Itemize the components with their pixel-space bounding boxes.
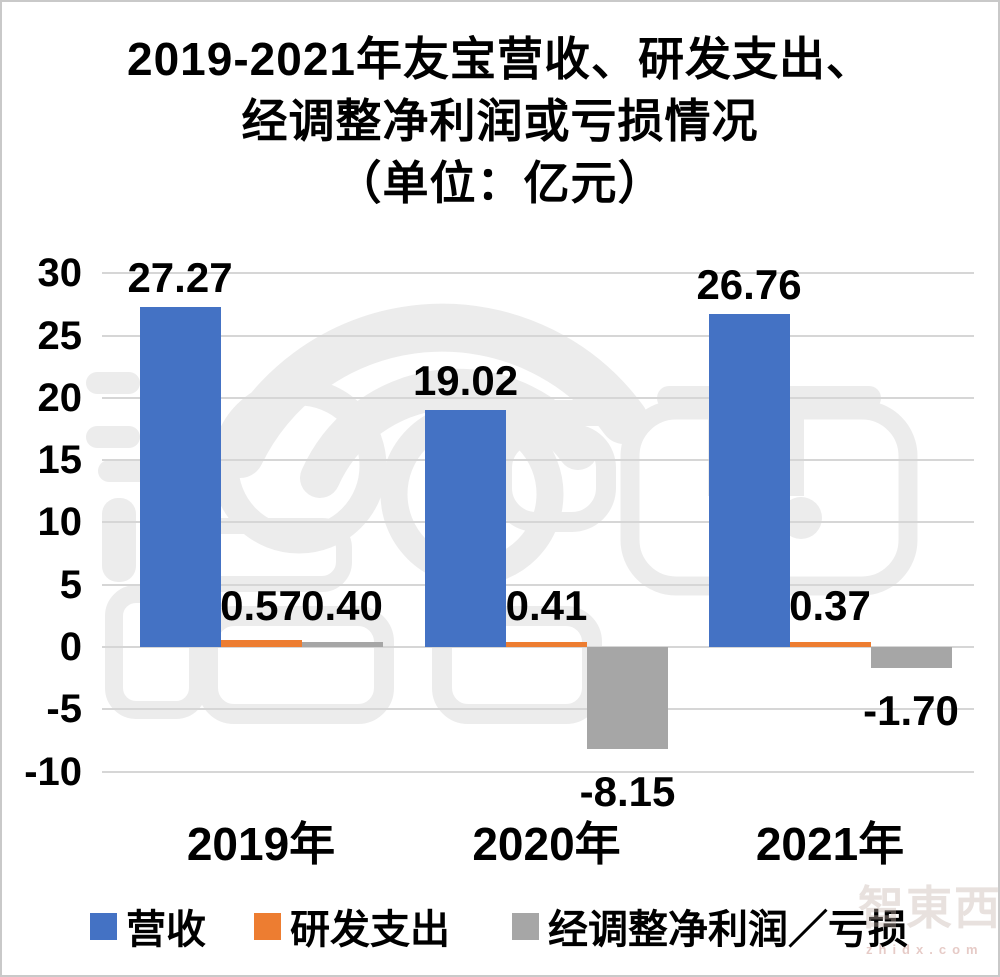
gridline-30 — [102, 272, 974, 275]
y-tick-label-15: 15 — [37, 438, 83, 483]
y-tick-label-20: 20 — [37, 375, 83, 420]
legend-swatch-adjusted-net-profit-loss — [512, 912, 539, 940]
y-tick-label-30: 30 — [37, 251, 83, 296]
bar-revenue-2 — [708, 313, 790, 647]
gridline-5 — [102, 583, 974, 586]
legend-swatch-revenue — [90, 912, 117, 940]
corner-watermark-logo: 智東西 — [858, 882, 1000, 934]
gridline-25 — [102, 334, 974, 337]
y-tick-label--5: -5 — [46, 687, 82, 732]
y-tick-label-5: 5 — [59, 562, 82, 607]
bar-adjusted-net-profit-loss-2 — [870, 647, 952, 669]
bar-rd-expense-1 — [506, 641, 587, 647]
bar-rd-expense-0 — [220, 639, 302, 647]
legend-item-revenue: 营收 — [90, 905, 206, 952]
bar-adjusted-net-profit-loss-0 — [301, 642, 383, 647]
bar-value-label-adjusted-net-profit-loss-2: -1.70 — [863, 687, 959, 735]
bar-value-label-revenue-1: 19.02 — [412, 357, 519, 405]
title-line-1: 2019-2021年友宝营收、研发支出、 — [127, 33, 873, 85]
bar-value-label-adjusted-net-profit-loss-0: 0.40 — [301, 582, 383, 629]
gridline-15 — [102, 459, 974, 462]
bar-revenue-1 — [425, 410, 506, 647]
bar-value-label-revenue-0: 27.27 — [127, 254, 233, 302]
chart-title: 2019-2021年友宝营收、研发支出、 经调整净利润或亏损情况 （单位：亿元） — [2, 28, 998, 214]
title-line-3: （单位：亿元） — [335, 157, 665, 209]
gridline-10 — [102, 521, 974, 524]
y-tick-label-0: 0 — [59, 625, 82, 669]
gridline--5 — [102, 708, 974, 711]
legend-label-revenue: 营收 — [126, 908, 206, 952]
bar-value-label-adjusted-net-profit-loss-1: -8.15 — [579, 767, 676, 815]
watermark-shape — [86, 372, 140, 394]
bar-value-label-rd-expense-1: 0.41 — [505, 582, 588, 629]
bar-rd-expense-2 — [789, 642, 871, 647]
legend-item-rd-expense: 研发支出 — [254, 905, 450, 952]
legend-item-adjusted-net-profit-loss: 经调整净利润／亏损 — [512, 905, 908, 952]
y-tick-label-25: 25 — [37, 313, 83, 358]
x-axis-label-0: 2019年 — [186, 818, 336, 870]
legend-swatch-rd-expense — [254, 912, 281, 940]
gridline--10 — [102, 770, 974, 773]
gridline-0 — [102, 646, 974, 648]
x-axis-label-1: 2020年 — [472, 818, 621, 870]
bar-value-label-revenue-2: 26.76 — [696, 260, 802, 308]
legend-label-adjusted-net-profit-loss: 经调整净利润／亏损 — [548, 908, 908, 952]
bar-adjusted-net-profit-loss-1 — [587, 647, 668, 749]
bar-revenue-0 — [139, 307, 221, 647]
bar-value-label-rd-expense-2: 0.37 — [789, 582, 871, 629]
title-line-2: 经调整净利润或亏损情况 — [241, 95, 759, 147]
bar-value-label-rd-expense-0: 0.57 — [220, 582, 302, 629]
x-axis-label-2: 2021年 — [755, 818, 905, 870]
corner-watermark-site: zhidx.com — [866, 942, 984, 957]
y-tick-label--10: -10 — [24, 749, 82, 794]
gridline-20 — [102, 396, 974, 399]
y-tick-label-10: 10 — [37, 500, 83, 545]
legend-label-rd-expense: 研发支出 — [290, 908, 450, 952]
